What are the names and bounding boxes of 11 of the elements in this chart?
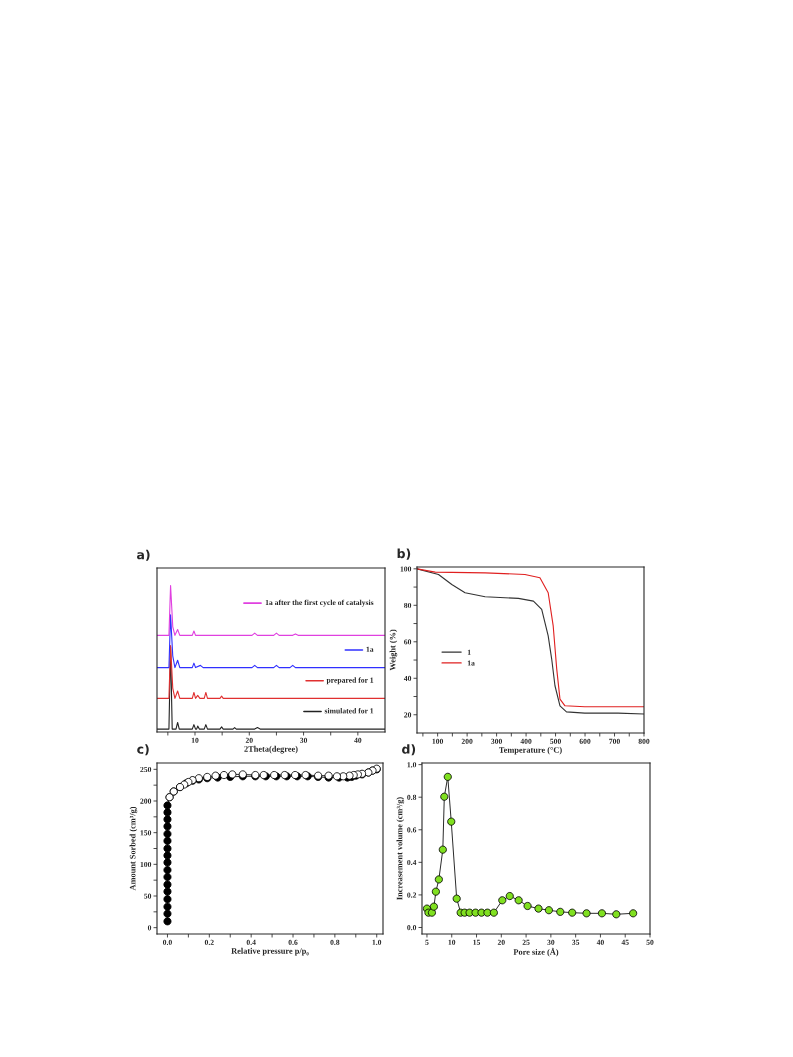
x-axis-title: 2Theta(degree) [244, 745, 298, 754]
x-axis-title: Temperature (°C) [498, 746, 562, 755]
y-axis-title: Amount Sorbed (cm³/g) [129, 806, 138, 891]
chart-title: a) [137, 549, 150, 561]
y-axis-title: Increasement volume (cm³/g) [396, 797, 405, 900]
y-axis-title: Weight (%) [389, 629, 398, 671]
chart-title: c) [137, 744, 149, 756]
chart-title: b) [397, 548, 411, 560]
x-axis-title: Pore size (Å) [513, 947, 559, 957]
x-axis-title: Relative pressure p/p₀ [231, 947, 309, 956]
chart-title: d) [402, 744, 416, 756]
